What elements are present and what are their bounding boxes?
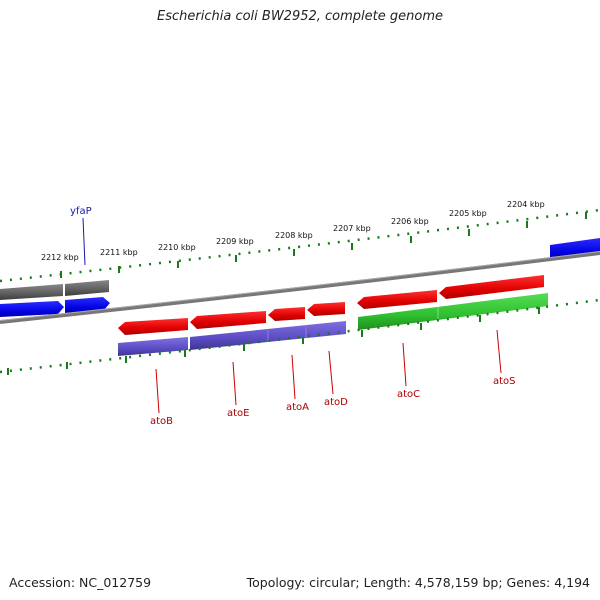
gene-label-yfaP[interactable]: yfaP — [70, 206, 92, 217]
genome-title: Escherichia coli BW2952, complete genome — [157, 9, 443, 24]
kbp-label: 2208 kbp — [275, 231, 313, 240]
leader-atoE — [232, 361, 237, 406]
cds-atoC-atoS[interactable] — [358, 293, 548, 330]
gene-atoB[interactable] — [118, 318, 188, 335]
leader-atoD — [328, 350, 334, 395]
gene-atoA[interactable] — [268, 307, 305, 321]
genome-backbone — [0, 251, 600, 324]
gene-gray-1[interactable] — [0, 284, 63, 300]
gene-label-atoE[interactable]: atoE — [227, 408, 250, 419]
kbp-label: 2206 kbp — [391, 217, 429, 226]
gene-atoE[interactable] — [190, 311, 266, 329]
cds-atoB[interactable] — [118, 337, 188, 356]
gene-atoS[interactable] — [439, 275, 544, 299]
gene-label-atoS[interactable]: atoS — [493, 376, 516, 387]
scale-major-ticks-upper — [60, 212, 587, 278]
leader-atoC — [402, 342, 407, 387]
topology-label: Topology: circular; Length: 4,578,159 bp… — [246, 575, 590, 590]
kbp-label: 2211 kbp — [100, 248, 138, 257]
leader-atoS — [496, 329, 502, 374]
kbp-label: 2205 kbp — [449, 209, 487, 218]
gene-atoC[interactable] — [357, 290, 437, 309]
gene-label-atoA[interactable]: atoA — [286, 402, 309, 413]
leader-yfaP — [82, 217, 86, 266]
kbp-label: 2204 kbp — [507, 200, 545, 209]
scale-major-ticks-lower — [7, 307, 540, 375]
gene-label-atoB[interactable]: atoB — [150, 416, 173, 427]
kbp-label: 2209 kbp — [216, 237, 254, 246]
kbp-label: 2207 kbp — [333, 224, 371, 233]
gene-label-atoD[interactable]: atoD — [324, 397, 348, 408]
gene-gray-2[interactable] — [65, 280, 109, 296]
gene-label-atoC[interactable]: atoC — [397, 389, 420, 400]
scale-track-upper — [0, 208, 600, 283]
backbone-highlight — [0, 251, 600, 321]
leader-atoB — [155, 368, 160, 414]
accession-label: Accession: NC_012759 — [9, 575, 152, 590]
gene-yfaP[interactable] — [65, 297, 110, 313]
kbp-label: 2210 kbp — [158, 243, 196, 252]
leader-atoA — [291, 354, 296, 400]
gene-atoD[interactable] — [307, 302, 345, 316]
kbp-label: 2212 kbp — [41, 253, 79, 262]
gene-blue-1[interactable] — [0, 301, 64, 317]
